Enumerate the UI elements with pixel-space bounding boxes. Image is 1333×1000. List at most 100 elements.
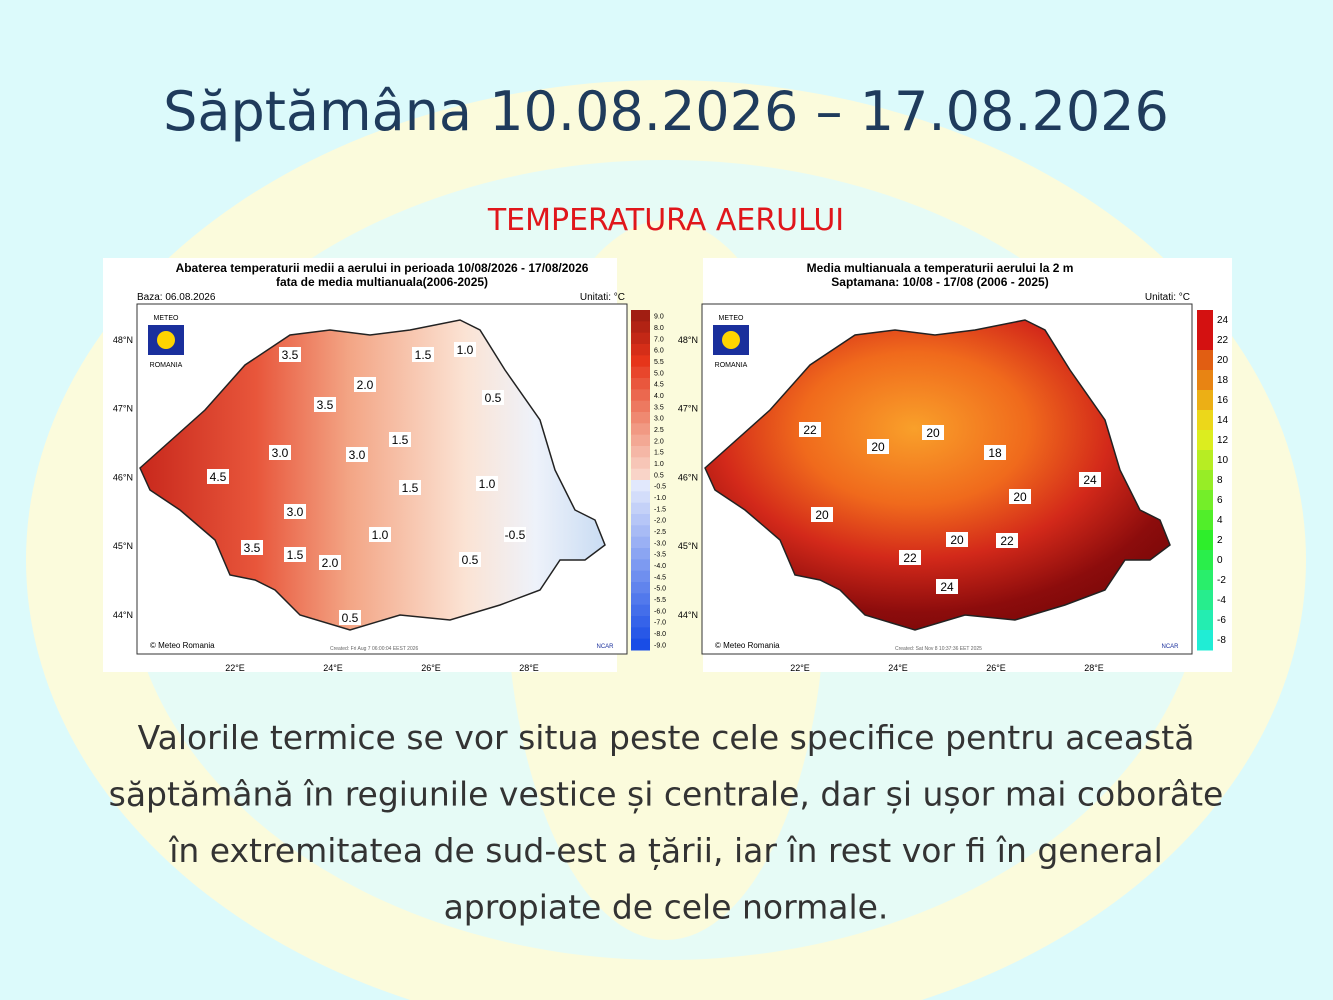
- colorbar-swatch: [631, 468, 650, 481]
- logo-text: METEO: [719, 315, 744, 322]
- colorbar-label: -4.0: [654, 563, 666, 570]
- colorbar-label: 20: [1217, 355, 1229, 366]
- contour-label-bg: [354, 377, 376, 392]
- colorbar-label: 22: [1217, 335, 1229, 346]
- colorbar-label: 7.0: [654, 336, 664, 343]
- contour-label-bg: [314, 397, 336, 412]
- colorbar-label: -8.0: [654, 631, 666, 638]
- contour-label: 3.0: [272, 446, 289, 460]
- colorbar-swatch: [631, 321, 650, 334]
- colorbar-label: 1.5: [654, 450, 664, 457]
- contour-label-bg: [279, 347, 301, 362]
- colorbar-label: 6.0: [654, 348, 664, 355]
- colorbar-swatch: [1197, 590, 1213, 611]
- colorbar-label: -8: [1217, 635, 1226, 646]
- contour-label: 20: [950, 533, 964, 547]
- colorbar-label: -2.5: [654, 529, 666, 536]
- body-line: în extremitatea de sud-est a țării, iar …: [168, 831, 1163, 871]
- colorbar-label: 1.0: [654, 461, 664, 468]
- contour-label: 0.5: [462, 553, 479, 567]
- colorbar-label: -1.5: [654, 506, 666, 513]
- lat-label: 44°N: [678, 610, 698, 620]
- logo-sun: [722, 331, 740, 349]
- contour-label: 2.0: [357, 378, 374, 392]
- maps: Abaterea temperaturii medii a aerului in…: [103, 258, 1232, 673]
- colorbar-label: 2: [1217, 535, 1223, 546]
- contour-label-bg: [459, 552, 481, 567]
- contour-label: 1.0: [457, 343, 474, 357]
- colorbar-swatch: [1197, 610, 1213, 631]
- colorbar-swatch: [631, 593, 650, 606]
- lon-label: 22°E: [225, 663, 245, 673]
- colorbar-label: -5.0: [654, 586, 666, 593]
- lon-label: 24°E: [888, 663, 908, 673]
- colorbar-label: -7.0: [654, 620, 666, 627]
- colorbar-label: 14: [1217, 415, 1229, 426]
- colorbar-swatch: [631, 616, 650, 628]
- contour-label: 1.5: [392, 433, 409, 447]
- contour-label: 22: [803, 423, 817, 437]
- colorbar-swatch: [631, 378, 650, 390]
- colorbar-label: 12: [1217, 435, 1229, 446]
- colorbar-swatch: [631, 366, 650, 379]
- contour-label-bg: [412, 347, 434, 362]
- colorbar-swatch: [631, 457, 650, 470]
- colorbar-swatch: [1197, 450, 1213, 471]
- lat-label: 45°N: [678, 541, 698, 551]
- contour-label: 1.5: [287, 548, 304, 562]
- contour-label: 20: [1013, 490, 1027, 504]
- contour-label: 20: [815, 508, 829, 522]
- contour-label: 22: [903, 551, 917, 565]
- lat-label: 48°N: [113, 335, 133, 345]
- contour-label-bg: [799, 422, 821, 437]
- colorbar-label: -3.5: [654, 552, 666, 559]
- contour-label-bg: [811, 507, 833, 522]
- body-text: Valorile termice se vor situa peste cele…: [109, 718, 1224, 927]
- contour-label-bg: [454, 342, 476, 357]
- contour-label: 0.5: [342, 611, 359, 625]
- contour-label-bg: [284, 504, 306, 519]
- created: Created: Fri Aug 7 06:00:04 EEST 2026: [330, 646, 419, 652]
- lat-label: 48°N: [678, 335, 698, 345]
- colorbar-label: -5.5: [654, 597, 666, 604]
- colorbar-label: 0: [1217, 555, 1223, 566]
- colorbar-swatch: [631, 627, 650, 640]
- contour-label-bg: [241, 540, 263, 555]
- contour-label: 3.5: [317, 398, 334, 412]
- colorbar-swatch: [1197, 530, 1213, 551]
- subtitle: TEMPERATURA AERULUI: [487, 203, 844, 238]
- colorbar-label: 5.0: [654, 370, 664, 377]
- credit: © Meteo Romania: [150, 641, 215, 650]
- contour-label-bg: [269, 445, 291, 460]
- contour-label-bg: [284, 547, 306, 562]
- colorbar-swatch: [1197, 350, 1213, 371]
- contour-label-bg: [346, 447, 368, 462]
- contour-label: 4.5: [210, 470, 227, 484]
- contour-label-bg: [339, 610, 361, 625]
- lon-label: 24°E: [323, 663, 343, 673]
- contour-label: 20: [871, 440, 885, 454]
- country: [704, 319, 1171, 631]
- contour-label: 22: [1000, 534, 1014, 548]
- contour-label-bg: [996, 533, 1018, 548]
- colorbar-label: 0.5: [654, 472, 664, 479]
- colorbar-swatch: [631, 446, 650, 458]
- colorbar-swatch: [631, 412, 650, 424]
- contour-label-bg: [984, 445, 1006, 460]
- colorbar-label: 4.5: [654, 382, 664, 389]
- map-title: Saptamana: 10/08 - 17/08 (2006 - 2025): [831, 275, 1048, 289]
- colorbar-swatch: [631, 344, 650, 356]
- contour-label-bg: [922, 425, 944, 440]
- contour-label-bg: [504, 527, 526, 542]
- lon-label: 28°E: [1084, 663, 1104, 673]
- colorbar-swatch: [631, 559, 650, 572]
- map-base: Baza: 06.08.2026: [137, 292, 216, 303]
- colorbar-label: 2.5: [654, 427, 664, 434]
- contour-label-bg: [389, 432, 411, 447]
- contour-label-bg: [1009, 489, 1031, 504]
- ncar: NCAR: [596, 644, 614, 650]
- colorbar-swatch: [631, 400, 650, 413]
- colorbar-label: 3.0: [654, 416, 664, 423]
- colorbar-label: 8.0: [654, 325, 664, 332]
